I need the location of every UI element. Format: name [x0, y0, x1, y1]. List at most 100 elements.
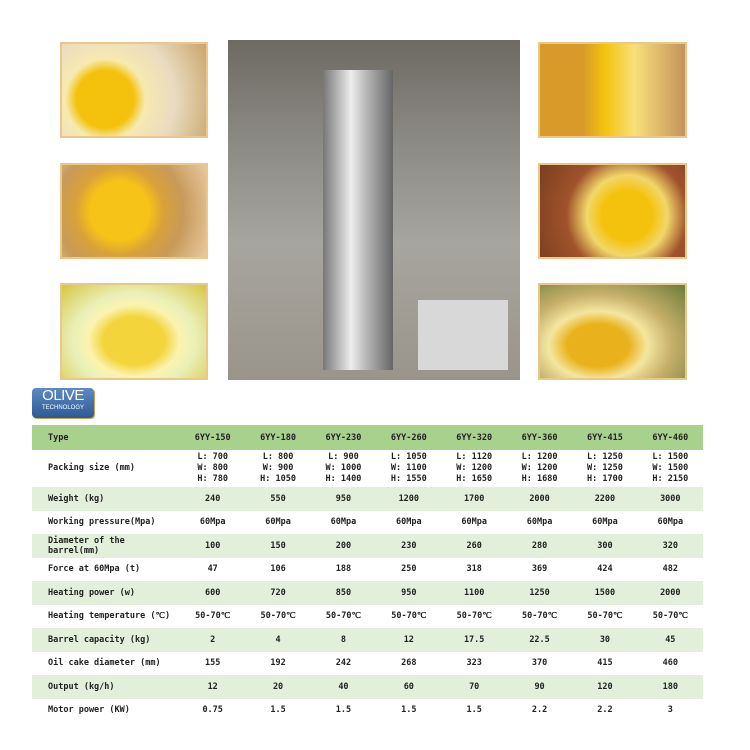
cell-value: 40: [310, 675, 377, 699]
cell-value: 268: [401, 658, 417, 669]
row-label: Motor power (KW): [48, 705, 130, 716]
row-label: Type: [32, 425, 180, 450]
cell-value: 50-70℃: [652, 611, 688, 622]
cell-value: 155: [205, 658, 221, 669]
cell-value: 150: [245, 534, 311, 558]
packing-dimension: W: 1200: [456, 463, 493, 473]
row-label: Barrel capacity (kg): [32, 628, 180, 652]
cell-value: 1250: [506, 581, 573, 605]
cell-value: 50-70℃: [325, 611, 361, 622]
cell-value: 424: [597, 564, 613, 575]
cell-value: 950: [310, 487, 377, 511]
cell-value: 2.2: [597, 705, 613, 716]
oil-soybean-photo: [60, 163, 208, 259]
cell-value: 950: [376, 581, 442, 605]
cell-value: 45: [637, 628, 703, 652]
logo-text: OLIVE: [42, 387, 84, 404]
cell-value: 2000: [637, 581, 703, 605]
cell-value: 50-70℃: [456, 611, 492, 622]
table-row: Barrel capacity (kg) 2 4 8 12 17.5 22.5 30 45: [32, 628, 703, 652]
cell-value: 323: [466, 658, 482, 669]
cell-value: 370: [531, 658, 548, 669]
cell-value: 60Mpa: [592, 517, 618, 528]
row-label: Working pressure(Mpa): [48, 517, 156, 528]
packing-dimension: L: 800: [262, 452, 294, 462]
cell-value: 50-70℃: [391, 611, 427, 622]
cell-value: 415: [597, 658, 613, 669]
cell-value: 12: [376, 628, 442, 652]
cell-value: 6YY-320: [441, 425, 507, 450]
cell-value: 100: [180, 534, 246, 558]
cell-value: 6YY-230: [310, 425, 377, 450]
cell-value: 6YY-460: [637, 425, 703, 450]
cell-value: 30: [572, 628, 638, 652]
packing-dimension: L: 700: [197, 452, 229, 462]
cell-value: 850: [310, 581, 377, 605]
cell-value: 180: [637, 675, 703, 699]
cell-value: 0.75: [202, 705, 223, 716]
cell-value: 1.5: [401, 705, 417, 716]
cell-value: L: 1250 W: 1250 H: 1700: [572, 450, 637, 487]
cell-value: 6YY-180: [245, 425, 311, 450]
packing-dimension: L: 900: [328, 452, 359, 462]
oil-rapeseed-photo: [60, 283, 208, 380]
cell-value: 3000: [637, 487, 703, 511]
packing-dimension: L: 1250: [587, 452, 623, 462]
cell-value: L: 800 W: 900 H: 1050: [245, 450, 310, 487]
cell-value: 1.5: [335, 705, 352, 716]
packing-dimension: W: 1250: [587, 463, 623, 473]
cell-value: 60: [376, 675, 442, 699]
cell-value: 60Mpa: [199, 517, 226, 528]
cell-value: 320: [637, 534, 703, 558]
cell-value: 50-70℃: [260, 611, 296, 622]
packing-dimension: H: 780: [197, 474, 229, 484]
cell-value: 60Mpa: [526, 517, 553, 528]
packing-dimension: W: 1500: [652, 463, 689, 473]
packing-dimension: L: 1120: [456, 452, 493, 462]
cell-value: 60Mpa: [657, 517, 684, 528]
table-row: Force at 60Mpa (t) 47 106 188 250 318 369 424 48…: [32, 558, 703, 582]
row-label: Heating temperature (℃): [48, 611, 171, 622]
cell-value: L: 1050 W: 1100 H: 1550: [376, 450, 441, 487]
table-row: Weight (kg) 240 550 950 1200 1700 2000 2200 3000: [32, 487, 703, 511]
cell-value: 482: [662, 564, 678, 575]
cell-value: 2000: [506, 487, 573, 511]
cell-value: 720: [245, 581, 311, 605]
oil-olive-photo: [538, 283, 687, 380]
cell-value: 6YY-360: [506, 425, 573, 450]
table-row: Heating power (w) 600 720 850 950 1100 1250 150…: [32, 581, 703, 605]
oil-peanut-photo: [60, 42, 208, 138]
cell-value: 3: [667, 705, 673, 716]
cell-value: 369: [531, 564, 548, 575]
cell-value: 50-70℃: [521, 611, 558, 622]
packing-dimension: L: 1050: [390, 452, 427, 462]
cell-value: 17.5: [441, 628, 507, 652]
cell-value: 60Mpa: [330, 517, 357, 528]
row-label: Diameter of the barrel(mm): [32, 534, 180, 558]
cell-value: 260: [441, 534, 507, 558]
cell-value: 240: [180, 487, 246, 511]
packing-dimension: W: 800: [197, 463, 229, 473]
oil-corn-photo: [538, 42, 687, 138]
cell-value: 1100: [441, 581, 507, 605]
olive-technology-logo: OLIVE TECHNOLOGY: [32, 388, 94, 418]
packing-dimension: L: 1500: [652, 452, 689, 462]
table-row: Packing size (mm) L: 700 W: 800 H: 780 L: 80…: [32, 450, 703, 487]
cell-value: 200: [310, 534, 377, 558]
row-label: Oil cake diameter (mm): [48, 658, 161, 669]
cell-value: 460: [662, 658, 678, 669]
cell-value: 230: [376, 534, 442, 558]
cell-value: 1500: [572, 581, 638, 605]
cell-value: L: 700 W: 800 H: 780: [180, 450, 245, 487]
spec-table: Type 6YY-150 6YY-180 6YY-230 6YY-260 6YY-320 6…: [32, 425, 703, 722]
packing-dimension: H: 1550: [390, 474, 427, 484]
packing-dimension: H: 1050: [260, 474, 296, 484]
cell-value: 106: [270, 564, 286, 575]
cell-value: 318: [466, 564, 482, 575]
cell-value: 12: [180, 675, 246, 699]
row-label: Packing size (mm): [48, 463, 135, 473]
oil-flaxseed-photo: [538, 163, 687, 259]
row-label: Force at 60Mpa (t): [48, 564, 141, 575]
cell-value: 2.2: [531, 705, 548, 716]
cell-value: 6YY-260: [376, 425, 442, 450]
